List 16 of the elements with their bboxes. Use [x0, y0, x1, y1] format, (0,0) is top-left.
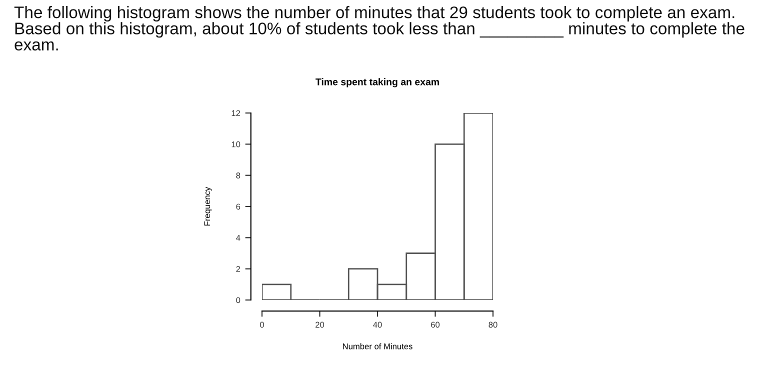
x-tick-label: 80 [488, 322, 498, 328]
y-tick-label: 0 [236, 297, 240, 304]
y-tick-label: 10 [232, 141, 240, 148]
text: The following histogram shows the number of minutes that 29 students took to complete an exam. Based on this histogram, about 10% of students took less than _________ minutes to complete the exam. [14, 6, 744, 51]
x-axis-title: Number of Minutes [342, 343, 412, 350]
y-axis-title: Frequency [204, 186, 212, 226]
y-tick-label: 8 [236, 172, 240, 178]
x-tick-label: 40 [373, 322, 382, 328]
y-tick-label: 4 [236, 234, 240, 241]
y-tick-label: 12 [232, 110, 240, 116]
y-tick-label: 6 [236, 204, 240, 210]
x-tick-label: 0 [260, 322, 264, 328]
y-tick-label: 2 [236, 266, 240, 272]
x-tick-label: 60 [431, 322, 440, 328]
chart-title: Time spent taking an exam [316, 78, 439, 88]
x-tick-label: 20 [316, 322, 324, 328]
